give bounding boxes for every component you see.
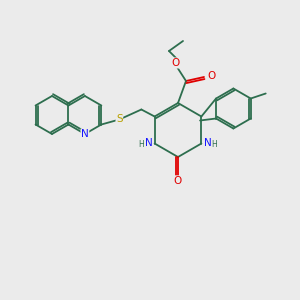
Text: O: O bbox=[171, 58, 179, 68]
Text: O: O bbox=[208, 71, 216, 81]
Text: N: N bbox=[203, 139, 211, 148]
Text: N: N bbox=[81, 129, 89, 139]
Text: S: S bbox=[116, 115, 123, 124]
Text: N: N bbox=[145, 139, 152, 148]
Text: H: H bbox=[139, 140, 145, 149]
Text: O: O bbox=[174, 176, 182, 186]
Text: H: H bbox=[212, 140, 217, 149]
